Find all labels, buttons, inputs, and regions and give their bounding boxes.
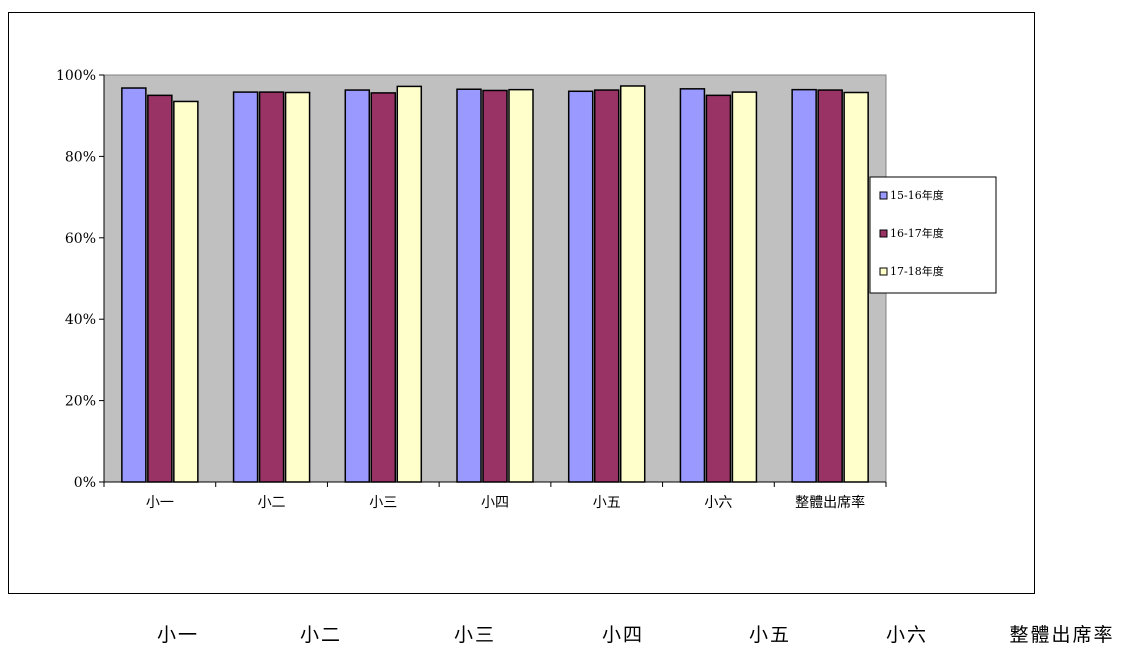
legend-label: 15-16年度 bbox=[890, 188, 944, 202]
y-axis-ticks: 0% 20% 40% 60% 80% 100% bbox=[56, 68, 104, 491]
bar bbox=[567, 90, 594, 483]
bottom-label: 小五 bbox=[748, 624, 792, 646]
bar bbox=[173, 100, 199, 483]
legend-swatch bbox=[879, 229, 888, 238]
bar bbox=[370, 92, 397, 483]
y-tick-label: 0% bbox=[74, 475, 96, 491]
bar bbox=[344, 89, 371, 483]
y-tick-label: 40% bbox=[65, 312, 96, 328]
bar bbox=[456, 88, 482, 483]
x-tick-label: 小五 bbox=[593, 495, 621, 511]
legend-label: 17-18年度 bbox=[890, 264, 944, 278]
bottom-label: 小四 bbox=[601, 624, 645, 646]
x-tick-label: 整體出席率 bbox=[795, 494, 865, 511]
bottom-label: 小一 bbox=[156, 624, 200, 646]
bottom-label: 小三 bbox=[453, 624, 497, 646]
legend-box bbox=[869, 176, 997, 294]
bar bbox=[705, 94, 732, 483]
bar bbox=[593, 89, 620, 483]
bar bbox=[843, 91, 869, 483]
legend-swatch bbox=[879, 267, 888, 276]
bar bbox=[121, 87, 147, 483]
x-tick-label: 小二 bbox=[258, 495, 286, 511]
bar bbox=[679, 88, 706, 483]
x-tick-label: 小一 bbox=[146, 495, 174, 511]
x-tick-label: 小四 bbox=[481, 495, 509, 511]
bar bbox=[508, 88, 534, 483]
bottom-category-labels: 小一 小二 小三 小四 小五 小六 整體出席率 bbox=[0, 620, 1128, 650]
bar bbox=[791, 88, 817, 483]
y-tick-label: 100% bbox=[56, 68, 96, 84]
legend: 15-16年度 16-17年度 17-18年度 bbox=[869, 176, 997, 294]
bar bbox=[731, 91, 758, 483]
bar bbox=[482, 89, 508, 483]
bar bbox=[817, 89, 843, 483]
bottom-label: 小六 bbox=[885, 624, 929, 646]
y-tick-label: 60% bbox=[65, 231, 96, 247]
bars-layer bbox=[121, 85, 869, 483]
bar bbox=[284, 91, 311, 483]
legend-label: 16-17年度 bbox=[890, 226, 944, 240]
bar bbox=[147, 94, 173, 483]
chart-frame: 0% 20% 40% 60% 80% 100% 小一 小二 小三 小四 小五 小六 整體出席率 15-… bbox=[8, 12, 1035, 594]
bar-chart: 0% 20% 40% 60% 80% 100% 小一 小二 小三 小四 小五 小六 整體出席率 15-… bbox=[56, 68, 997, 511]
bottom-label: 小二 bbox=[299, 624, 343, 646]
y-tick-label: 80% bbox=[65, 149, 96, 165]
legend-swatch bbox=[879, 191, 888, 200]
x-tick-label: 小三 bbox=[369, 495, 397, 511]
bottom-label: 整體出席率 bbox=[1009, 624, 1115, 646]
bar bbox=[619, 85, 646, 483]
x-axis-ticks: 小一 小二 小三 小四 小五 小六 整體出席率 bbox=[103, 482, 887, 511]
x-tick-label: 小六 bbox=[704, 495, 732, 511]
bar bbox=[396, 85, 423, 483]
y-tick-label: 20% bbox=[65, 394, 96, 410]
bar bbox=[258, 91, 285, 483]
bar bbox=[232, 91, 259, 483]
